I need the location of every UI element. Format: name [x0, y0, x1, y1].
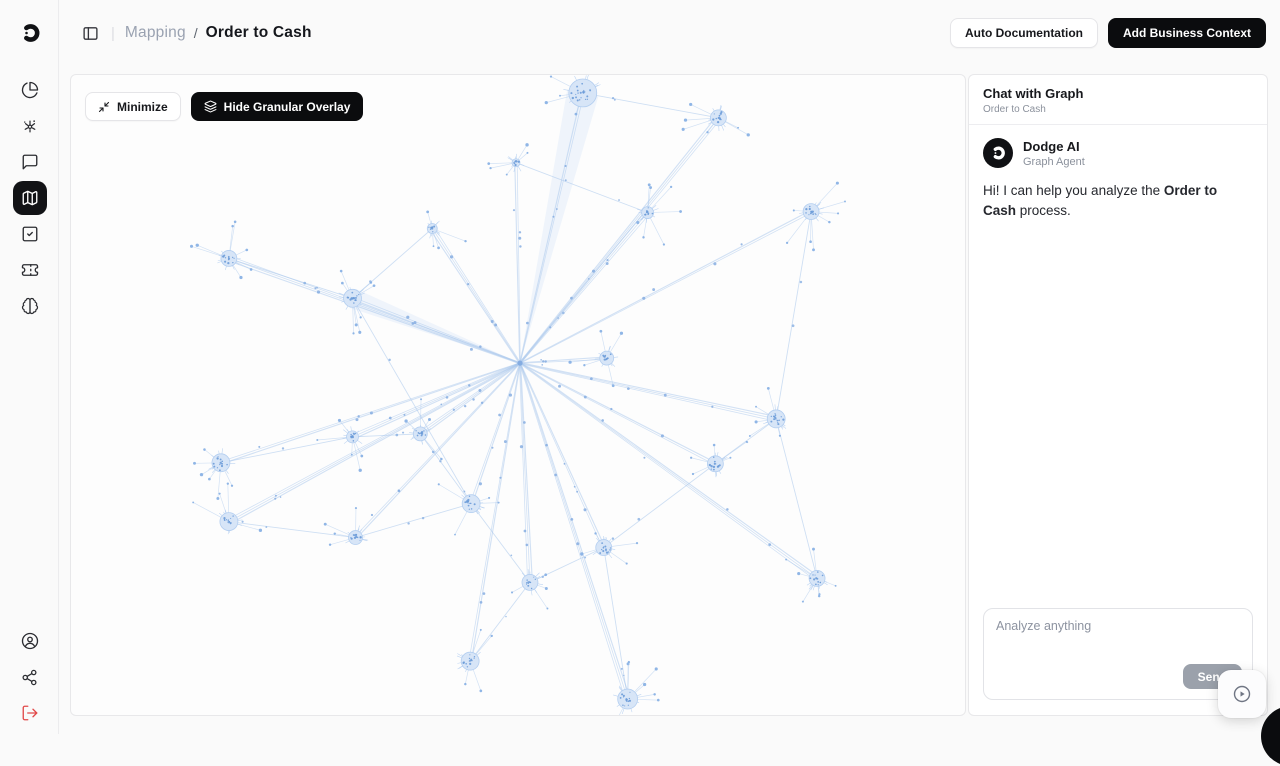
sparkle-burst-icon [21, 117, 39, 135]
chat-input-box: Send [983, 608, 1253, 700]
header-actions: Auto Documentation Add Business Context [950, 18, 1266, 48]
hide-granular-overlay-button[interactable]: Hide Granular Overlay [191, 92, 364, 121]
sidebar-item-chat[interactable] [13, 145, 47, 179]
breadcrumb-divider: | [111, 25, 115, 42]
ticket-icon [21, 261, 39, 279]
add-business-context-button[interactable]: Add Business Context [1108, 18, 1266, 48]
brain-icon [21, 297, 39, 315]
app-logo-icon [0, 16, 59, 50]
chart-pie-icon [21, 81, 39, 99]
chat-bubble-icon [21, 153, 39, 171]
panel-left-icon [82, 25, 99, 42]
add-business-context-label: Add Business Context [1123, 26, 1251, 40]
breadcrumb-separator: / [194, 25, 198, 41]
minimize-button[interactable]: Minimize [85, 92, 181, 121]
chat-subtitle: Order to Cash [983, 104, 1253, 115]
chat-input[interactable] [984, 609, 1252, 665]
sidebar-nav [0, 73, 59, 323]
auto-documentation-label: Auto Documentation [965, 26, 1083, 40]
minimize-icon [98, 101, 110, 113]
logout-icon [21, 704, 39, 722]
sidebar-item-account[interactable] [13, 624, 47, 658]
agent-row: Dodge AI Graph Agent [983, 138, 1253, 168]
layers-icon [204, 100, 217, 113]
user-circle-icon [21, 632, 39, 650]
auto-documentation-button[interactable]: Auto Documentation [950, 18, 1098, 48]
sidebar [0, 0, 59, 734]
sidebar-item-mapping[interactable] [13, 181, 47, 215]
sidebar-footer [0, 624, 59, 730]
help-widget-button[interactable] [1218, 670, 1266, 718]
sidebar-item-knowledge[interactable] [13, 289, 47, 323]
dodge-ai-avatar [983, 138, 1013, 168]
agent-message-suffix: process. [1016, 203, 1071, 218]
sidebar-item-logout[interactable] [13, 696, 47, 730]
agent-role: Graph Agent [1023, 156, 1085, 168]
square-check-icon [21, 225, 39, 243]
sidebar-toggle-button[interactable] [77, 20, 103, 46]
top-header: | Mapping / Order to Cash Auto Documenta… [59, 0, 1280, 66]
agent-message: Hi! I can help you analyze the Order to … [983, 181, 1253, 220]
breadcrumb-section[interactable]: Mapping [125, 24, 186, 42]
minimize-label: Minimize [117, 100, 168, 114]
chat-header: Chat with Graph Order to Cash [969, 75, 1267, 125]
sidebar-item-tasks[interactable] [13, 217, 47, 251]
share-network-icon [21, 669, 38, 686]
sidebar-item-share[interactable] [13, 660, 47, 694]
hide-granular-overlay-label: Hide Granular Overlay [224, 100, 351, 114]
agent-name: Dodge AI [1023, 139, 1085, 154]
chat-panel: Chat with Graph Order to Cash Dodge AI G… [968, 74, 1268, 716]
sidebar-item-lineage[interactable] [13, 109, 47, 143]
map-icon [21, 189, 39, 207]
chat-title: Chat with Graph [983, 86, 1253, 101]
sidebar-item-analytics[interactable] [13, 73, 47, 107]
graph-panel: Minimize Hide Granular Overlay [70, 74, 966, 716]
agent-message-text: Hi! I can help you analyze the [983, 183, 1164, 198]
sidebar-item-tickets[interactable] [13, 253, 47, 287]
graph-toolbar: Minimize Hide Granular Overlay [85, 92, 363, 121]
breadcrumb-current-page: Order to Cash [206, 24, 312, 42]
chat-messages: Dodge AI Graph Agent Hi! I can help you … [969, 125, 1267, 608]
network-graph-canvas[interactable] [71, 75, 965, 715]
circle-play-icon [1232, 684, 1252, 704]
